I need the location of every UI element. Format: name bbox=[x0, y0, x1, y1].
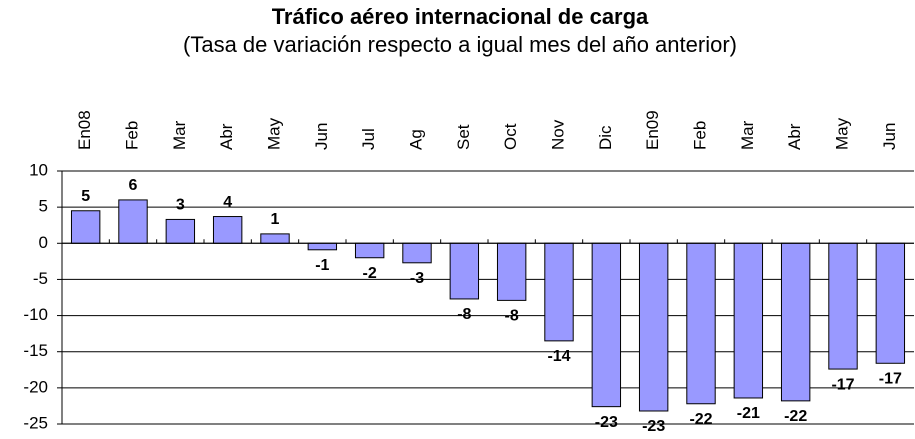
value-label: 5 bbox=[81, 188, 90, 205]
x-tick-label: May bbox=[264, 117, 283, 150]
bar bbox=[70, 210, 101, 244]
x-tick-label: Dic bbox=[596, 125, 615, 150]
value-label: -23 bbox=[595, 414, 618, 431]
x-tick-label: Oct bbox=[501, 123, 520, 150]
bar bbox=[354, 242, 385, 259]
y-tick-label: -5 bbox=[33, 269, 48, 288]
y-tick-label: 10 bbox=[29, 160, 48, 179]
bar bbox=[733, 242, 764, 399]
value-label: -14 bbox=[547, 348, 570, 365]
x-tick-label: Abr bbox=[785, 123, 804, 150]
bar bbox=[402, 242, 432, 264]
x-tick-label: Jul bbox=[359, 128, 378, 150]
bar bbox=[780, 242, 811, 402]
value-label: 6 bbox=[129, 177, 138, 194]
y-tick-label: 5 bbox=[39, 197, 48, 216]
value-label: -22 bbox=[784, 408, 807, 425]
y-tick-label: -15 bbox=[23, 341, 48, 360]
x-tick-label: Abr bbox=[217, 123, 236, 150]
bar bbox=[686, 242, 716, 405]
bar bbox=[591, 242, 622, 408]
bar bbox=[638, 242, 669, 412]
value-label: -17 bbox=[879, 370, 902, 387]
x-tick-label: Feb bbox=[122, 121, 141, 150]
bar bbox=[828, 242, 858, 370]
bar bbox=[544, 242, 574, 342]
x-tick-label: May bbox=[832, 117, 851, 150]
value-label: -22 bbox=[689, 411, 712, 428]
y-tick-label: -25 bbox=[23, 413, 48, 432]
x-tick-label: En09 bbox=[643, 110, 662, 150]
bar bbox=[875, 242, 906, 364]
bar bbox=[212, 216, 243, 244]
bar bbox=[307, 242, 338, 251]
bar bbox=[449, 242, 480, 300]
bar bbox=[118, 199, 148, 244]
value-label: -8 bbox=[505, 308, 519, 325]
value-label: -1 bbox=[315, 257, 329, 274]
y-tick-label: 0 bbox=[39, 233, 48, 252]
value-label: 3 bbox=[176, 197, 185, 214]
x-tick-label: Jun bbox=[880, 123, 899, 150]
x-tick-label: Mar bbox=[170, 120, 189, 150]
x-tick-label: En08 bbox=[75, 110, 94, 150]
value-label: -17 bbox=[831, 376, 854, 393]
x-tick-label: Set bbox=[454, 124, 473, 150]
chart-title: Tráfico aéreo internacional de carga bbox=[272, 4, 649, 29]
value-label: -2 bbox=[363, 265, 377, 282]
y-tick-label: -10 bbox=[23, 305, 48, 324]
bar bbox=[496, 242, 527, 301]
chart-subtitle: (Tasa de variación respecto a igual mes … bbox=[183, 32, 737, 57]
x-tick-label: Feb bbox=[690, 121, 709, 150]
value-label: -21 bbox=[737, 405, 760, 422]
bar bbox=[165, 218, 196, 244]
x-tick-label: Mar bbox=[738, 120, 757, 150]
value-label: -3 bbox=[410, 270, 424, 287]
value-label: -23 bbox=[642, 418, 665, 435]
value-label: 4 bbox=[223, 194, 232, 211]
bar bbox=[260, 233, 290, 244]
x-tick-label: Ag bbox=[406, 129, 425, 150]
value-label: -8 bbox=[457, 306, 471, 323]
value-label: 1 bbox=[271, 211, 280, 228]
x-tick-label: Nov bbox=[548, 119, 567, 150]
y-tick-label: -20 bbox=[23, 377, 48, 396]
x-tick-label: Jun bbox=[312, 123, 331, 150]
